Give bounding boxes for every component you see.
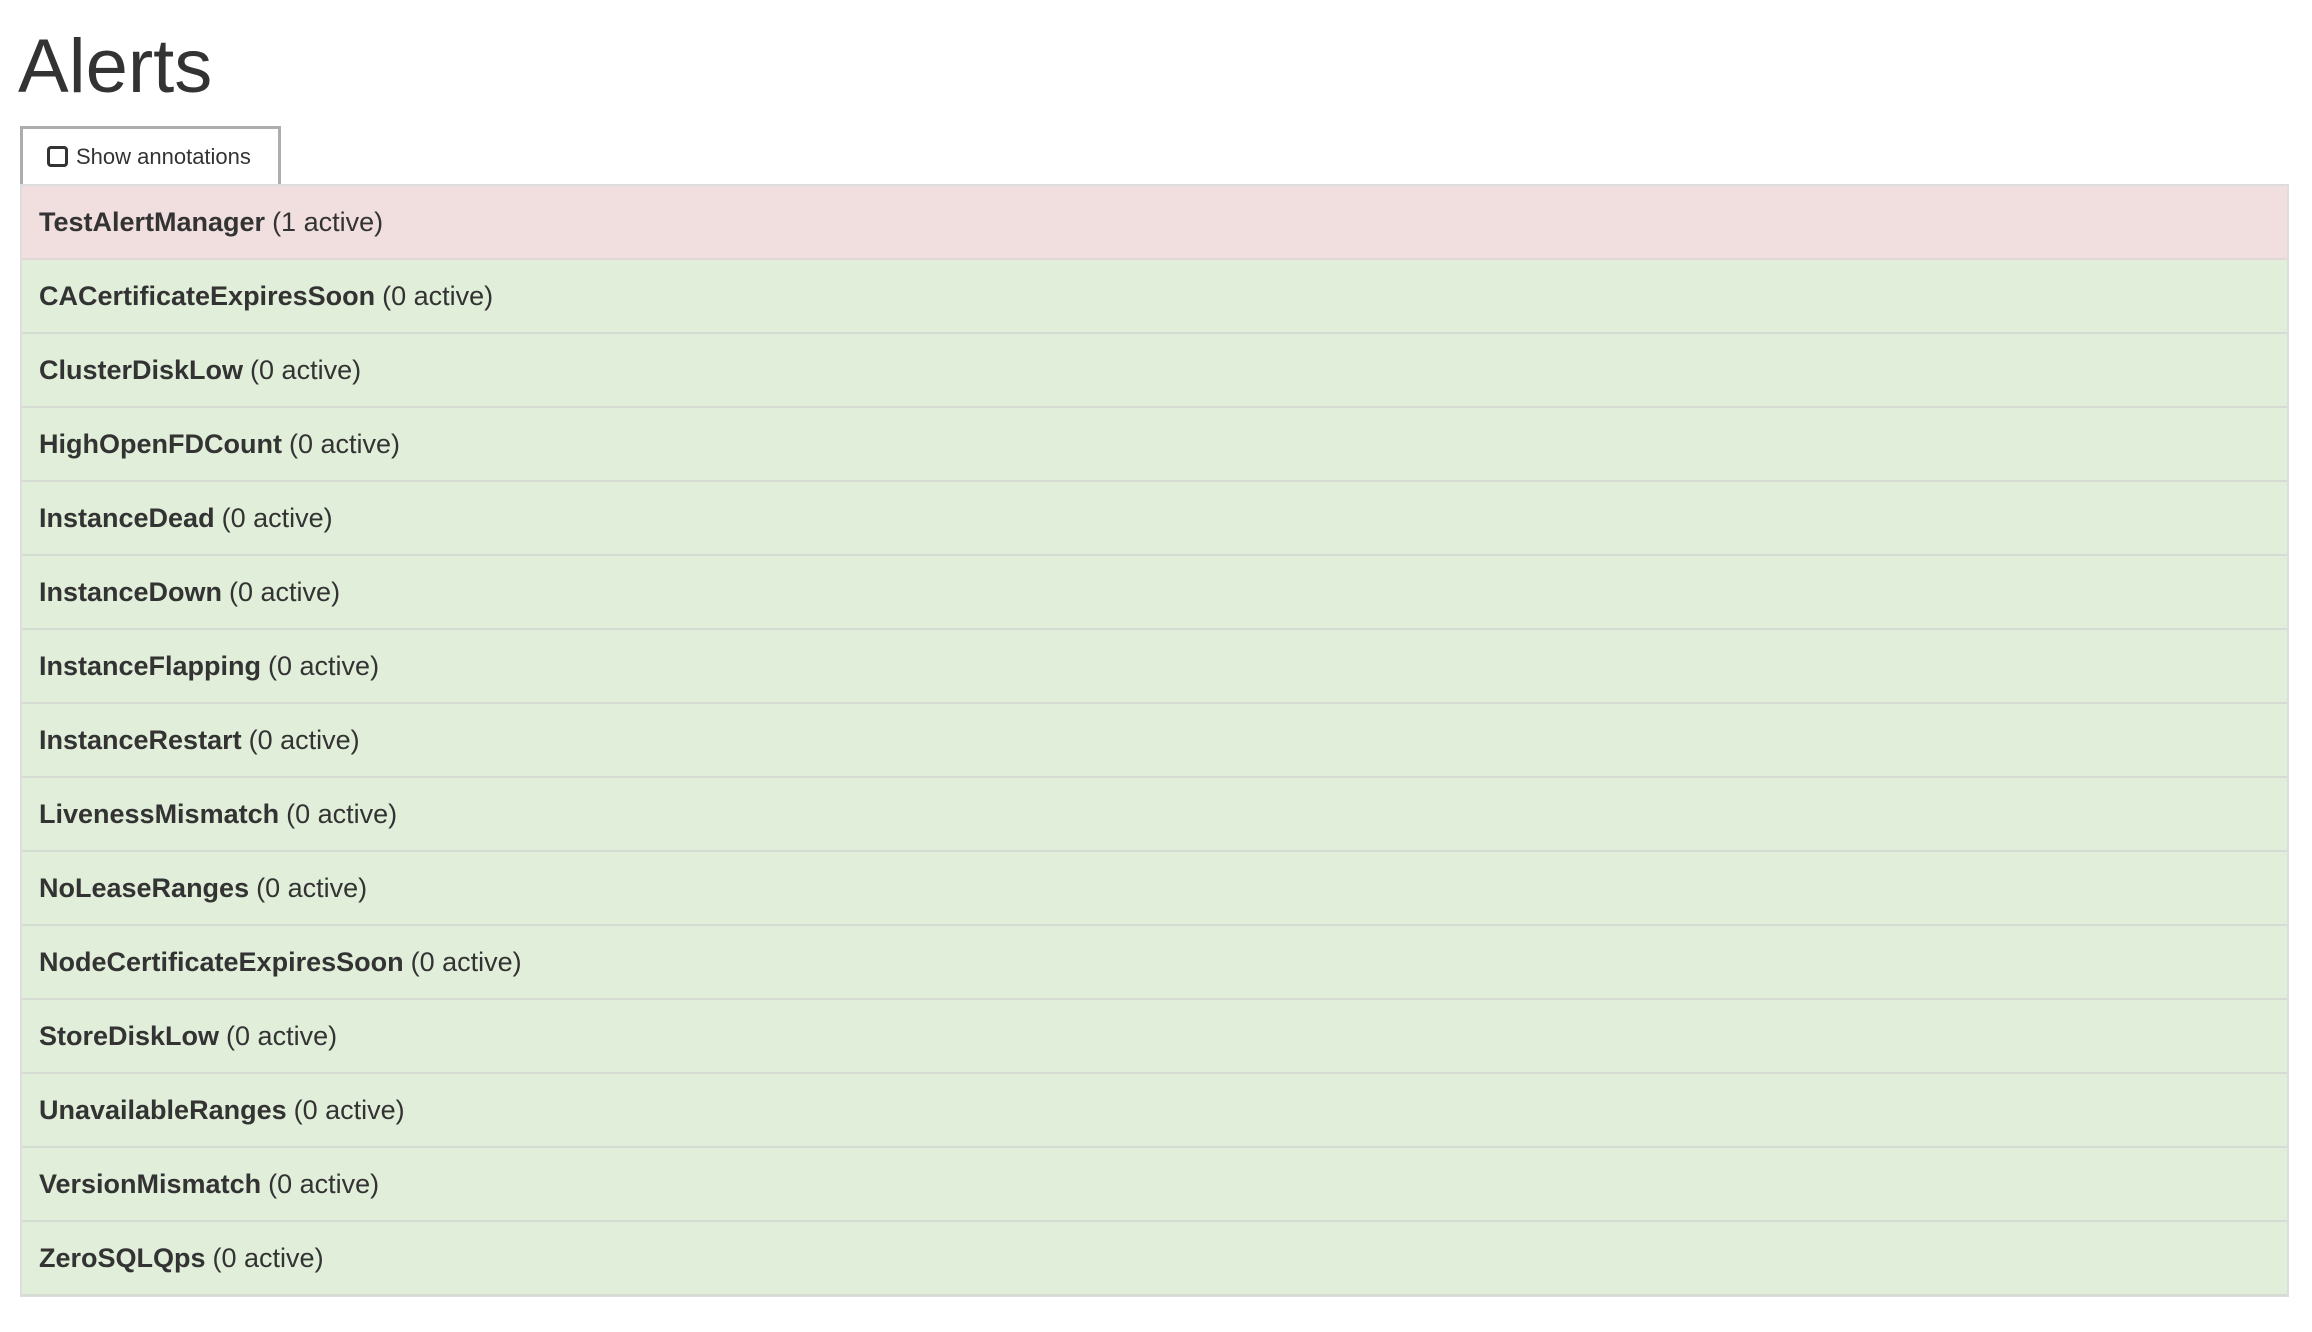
alert-active-count: (0 active) — [229, 576, 341, 607]
alert-name: InstanceDown — [39, 576, 223, 607]
alert-active-count: (0 active) — [256, 872, 368, 903]
checkbox-icon[interactable] — [47, 146, 68, 167]
alert-row[interactable]: LivenessMismatch (0 active) — [22, 778, 2287, 852]
alert-row[interactable]: ClusterDiskLow (0 active) — [22, 334, 2287, 408]
alert-row[interactable]: TestAlertManager (1 active) — [22, 186, 2287, 260]
alert-name: InstanceRestart — [39, 724, 242, 755]
alert-active-count: (0 active) — [250, 354, 362, 385]
alert-name: ZeroSQLQps — [39, 1242, 206, 1273]
alert-name: CACertificateExpiresSoon — [39, 280, 376, 311]
alert-active-count: (0 active) — [410, 946, 522, 977]
alert-name: StoreDiskLow — [39, 1020, 220, 1051]
alert-active-count: (0 active) — [226, 1020, 338, 1051]
alert-active-count: (0 active) — [268, 1168, 380, 1199]
show-annotations-label: Show annotations — [76, 143, 251, 169]
alert-name: TestAlertManager — [39, 206, 266, 237]
alert-row[interactable]: InstanceDown (0 active) — [22, 556, 2287, 630]
alert-active-count: (0 active) — [248, 724, 360, 755]
alert-name: InstanceFlapping — [39, 650, 262, 681]
alert-name: LivenessMismatch — [39, 798, 280, 829]
alert-row[interactable]: HighOpenFDCount (0 active) — [22, 408, 2287, 482]
alert-row[interactable]: StoreDiskLow (0 active) — [22, 1000, 2287, 1074]
alert-name: VersionMismatch — [39, 1168, 262, 1199]
alert-row[interactable]: ZeroSQLQps (0 active) — [22, 1222, 2287, 1296]
alert-active-count: (0 active) — [286, 798, 398, 829]
alert-name: NoLeaseRanges — [39, 872, 250, 903]
alert-active-count: (0 active) — [221, 502, 333, 533]
alert-name: InstanceDead — [39, 502, 215, 533]
alert-row[interactable]: UnavailableRanges (0 active) — [22, 1074, 2287, 1148]
alert-name: UnavailableRanges — [39, 1094, 287, 1125]
alert-row[interactable]: InstanceDead (0 active) — [22, 482, 2287, 556]
alert-row[interactable]: NoLeaseRanges (0 active) — [22, 852, 2287, 926]
page-title: Alerts — [18, 24, 213, 109]
alert-row[interactable]: InstanceFlapping (0 active) — [22, 630, 2287, 704]
alert-active-count: (0 active) — [293, 1094, 405, 1125]
alert-active-count: (0 active) — [382, 280, 494, 311]
alert-row[interactable]: VersionMismatch (0 active) — [22, 1148, 2287, 1222]
alert-active-count: (0 active) — [268, 650, 380, 681]
alert-name: ClusterDiskLow — [39, 354, 244, 385]
alert-row[interactable]: InstanceRestart (0 active) — [22, 704, 2287, 778]
alert-active-count: (1 active) — [272, 206, 384, 237]
alert-name: NodeCertificateExpiresSoon — [39, 946, 404, 977]
alert-name: HighOpenFDCount — [39, 428, 282, 459]
alert-active-count: (0 active) — [288, 428, 400, 459]
alert-list: TestAlertManager (1 active) CACertificateE… — [20, 184, 2289, 1297]
alert-active-count: (0 active) — [212, 1242, 324, 1273]
show-annotations-button[interactable]: Show annotations — [20, 126, 281, 184]
alert-row[interactable]: CACertificateExpiresSoon (0 active) — [22, 260, 2287, 334]
alert-row[interactable]: NodeCertificateExpiresSoon (0 active) — [22, 926, 2287, 1000]
